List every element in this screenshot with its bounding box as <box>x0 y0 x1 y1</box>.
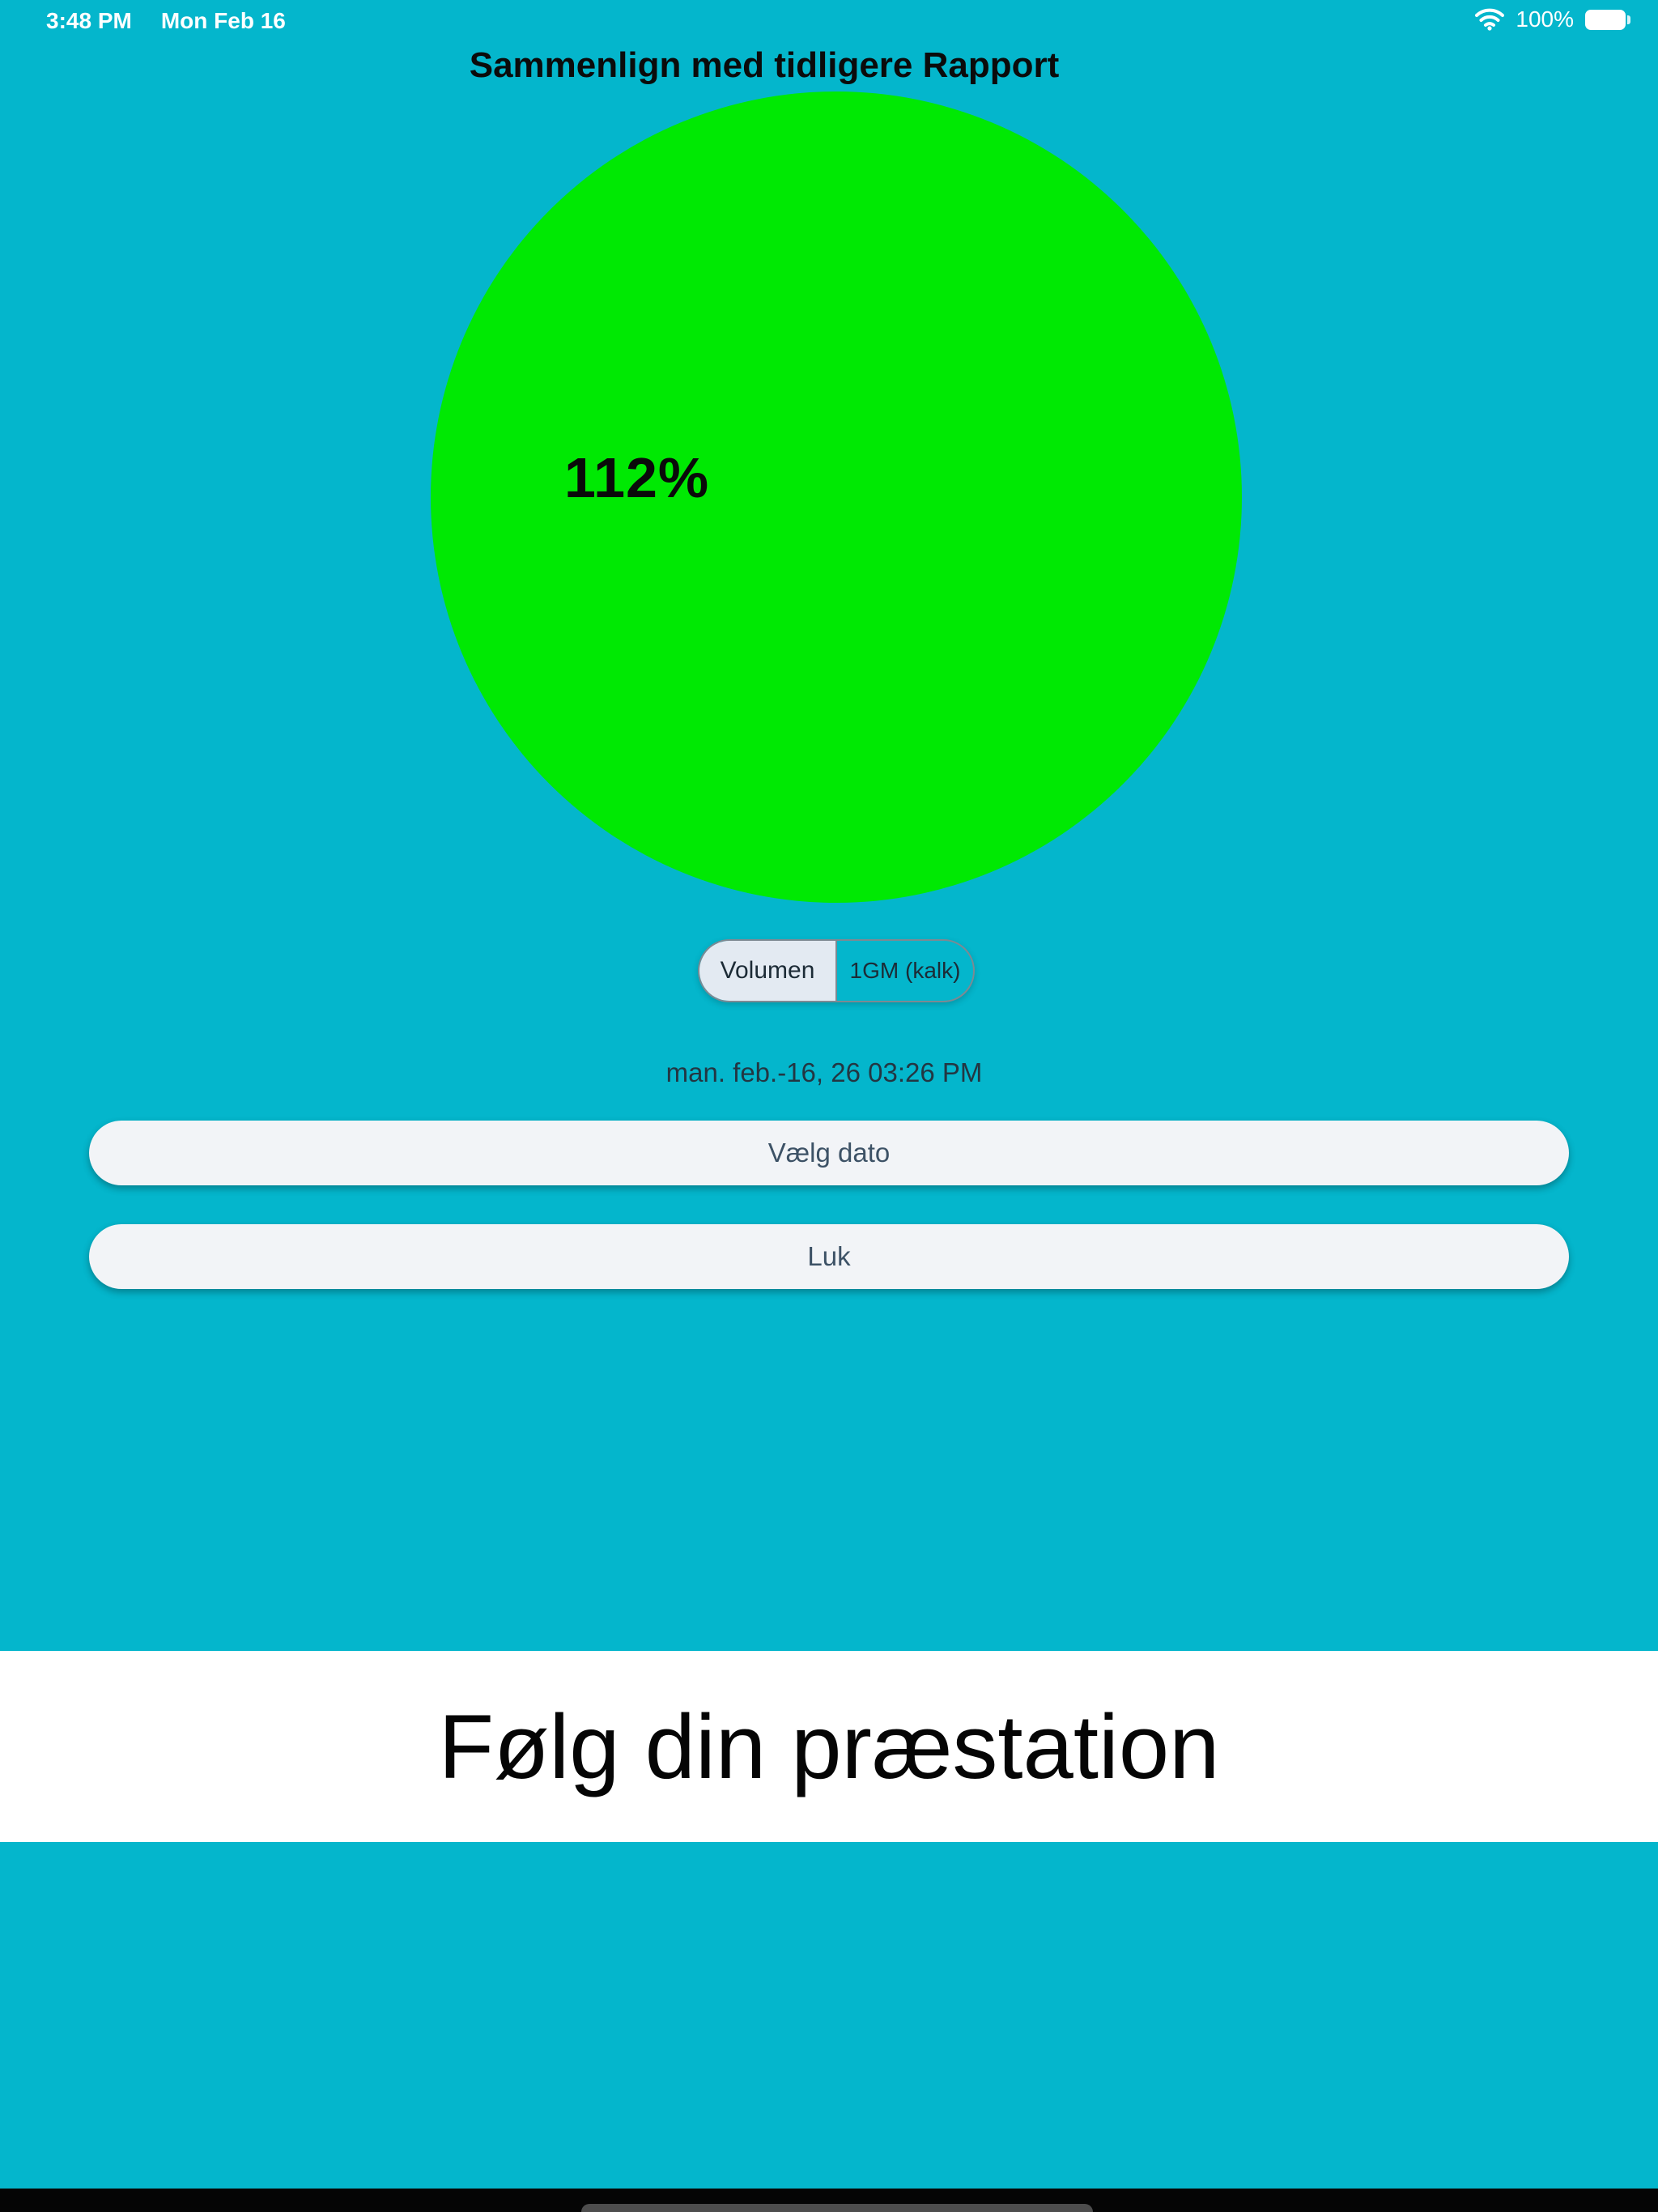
status-bar: 3:48 PM Mon Feb 16 100% <box>0 0 1658 42</box>
status-left: 3:48 PM Mon Feb 16 <box>46 8 286 34</box>
battery-percent-label: 100% <box>1516 6 1574 32</box>
segment-volumen[interactable]: Volumen <box>699 941 835 1001</box>
home-indicator[interactable] <box>581 2204 1093 2212</box>
select-date-button[interactable]: Vælg dato <box>89 1121 1569 1185</box>
clock-time: 3:48 PM <box>46 8 132 33</box>
close-button[interactable]: Luk <box>89 1224 1569 1289</box>
pie-percent-label: 112% <box>564 446 710 509</box>
segment-1gm-kalk[interactable]: 1GM (kalk) <box>835 941 973 1001</box>
segment-volumen-label: Volumen <box>720 957 815 984</box>
performance-banner: Følg din præstation <box>0 1651 1658 1842</box>
report-datetime-label: man. feb.-16, 26 03:26 PM <box>665 1057 983 1087</box>
performance-banner-title: Følg din præstation <box>438 1695 1220 1797</box>
bottom-bar <box>0 2189 1658 2212</box>
wifi-icon <box>1475 8 1505 31</box>
status-date: Mon Feb 16 <box>160 8 286 33</box>
comparison-pie-chart: 112% <box>431 91 1242 903</box>
unit-segmented-control: Volumen 1GM (kalk) <box>698 939 975 1002</box>
battery-icon <box>1585 9 1630 30</box>
segment-1gm-kalk-label: 1GM (kalk) <box>849 958 961 983</box>
page-title: Sammenlign med tidligere Rapport <box>469 45 1060 85</box>
status-right: 100% <box>1475 6 1630 32</box>
